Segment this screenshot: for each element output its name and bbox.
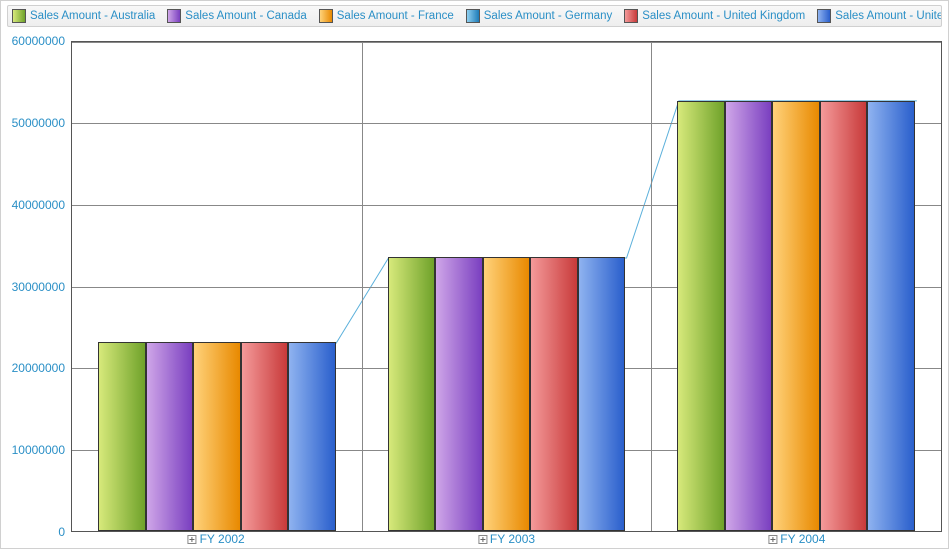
bar[interactable]: [146, 342, 194, 531]
legend-item[interactable]: Sales Amount - France: [319, 9, 454, 23]
x-axis: FY 2002 FY 2003 FY 2004: [71, 532, 942, 548]
legend-label: Sales Amount - France: [337, 10, 454, 22]
sales-bar-chart: Sales Amount - Australia Sales Amount - C…: [0, 0, 949, 549]
bar[interactable]: [388, 257, 436, 531]
gridline-vertical: [362, 42, 363, 531]
bar[interactable]: [820, 101, 868, 531]
legend-label: Sales Amount - United States: [835, 10, 942, 22]
legend-item[interactable]: Sales Amount - Germany: [466, 9, 612, 23]
bar[interactable]: [867, 101, 915, 531]
legend-label: Sales Amount - Australia: [30, 10, 155, 22]
legend-label: Sales Amount - United Kingdom: [642, 10, 805, 22]
x-category-label: FY 2002: [200, 532, 245, 546]
legend-swatch: [624, 9, 638, 23]
bar[interactable]: [772, 101, 820, 531]
y-tick-label: 0: [58, 525, 65, 539]
x-tick-label[interactable]: FY 2002: [188, 532, 245, 546]
y-tick-label: 40000000: [12, 198, 65, 212]
y-tick-label: 10000000: [12, 443, 65, 457]
x-tick-label[interactable]: FY 2003: [478, 532, 535, 546]
legend-item[interactable]: Sales Amount - Australia: [12, 9, 155, 23]
y-tick-label: 30000000: [12, 280, 65, 294]
legend-swatch: [319, 9, 333, 23]
legend-label: Sales Amount - Canada: [185, 10, 306, 22]
gridline-vertical: [651, 42, 652, 531]
bar[interactable]: [193, 342, 241, 531]
bar[interactable]: [98, 342, 146, 531]
legend-swatch: [466, 9, 480, 23]
plot-area-wrapper: 0 10000000 20000000 30000000 40000000 5000000…: [1, 31, 948, 548]
y-axis: 0100000002000000030000000400000005000000…: [1, 31, 71, 532]
x-tick-label[interactable]: FY 2004: [768, 532, 825, 546]
expand-icon[interactable]: [478, 535, 487, 544]
legend-item[interactable]: Sales Amount - United Kingdom: [624, 9, 805, 23]
bar[interactable]: [725, 101, 773, 531]
bar[interactable]: [530, 257, 578, 531]
y-tick-label: 60000000: [12, 34, 65, 48]
bar[interactable]: [483, 257, 531, 531]
x-category-label: FY 2003: [490, 532, 535, 546]
bar[interactable]: [241, 342, 289, 531]
y-tick-label: 20000000: [12, 361, 65, 375]
bar[interactable]: [578, 257, 626, 531]
legend-swatch: [167, 9, 181, 23]
legend-item[interactable]: Sales Amount - Canada: [167, 9, 306, 23]
y-tick-label: 50000000: [12, 116, 65, 130]
gridline-horizontal: [72, 42, 941, 43]
plot-area: [71, 41, 942, 532]
bar[interactable]: [435, 257, 483, 531]
x-category-label: FY 2004: [780, 532, 825, 546]
legend-swatch: [12, 9, 26, 23]
legend-label: Sales Amount - Germany: [484, 10, 612, 22]
expand-icon[interactable]: [188, 535, 197, 544]
expand-icon[interactable]: [768, 535, 777, 544]
chart-legend: Sales Amount - Australia Sales Amount - C…: [7, 5, 942, 27]
bar[interactable]: [288, 342, 336, 531]
bar[interactable]: [677, 101, 725, 531]
legend-swatch: [817, 9, 831, 23]
legend-item[interactable]: Sales Amount - United States: [817, 9, 942, 23]
